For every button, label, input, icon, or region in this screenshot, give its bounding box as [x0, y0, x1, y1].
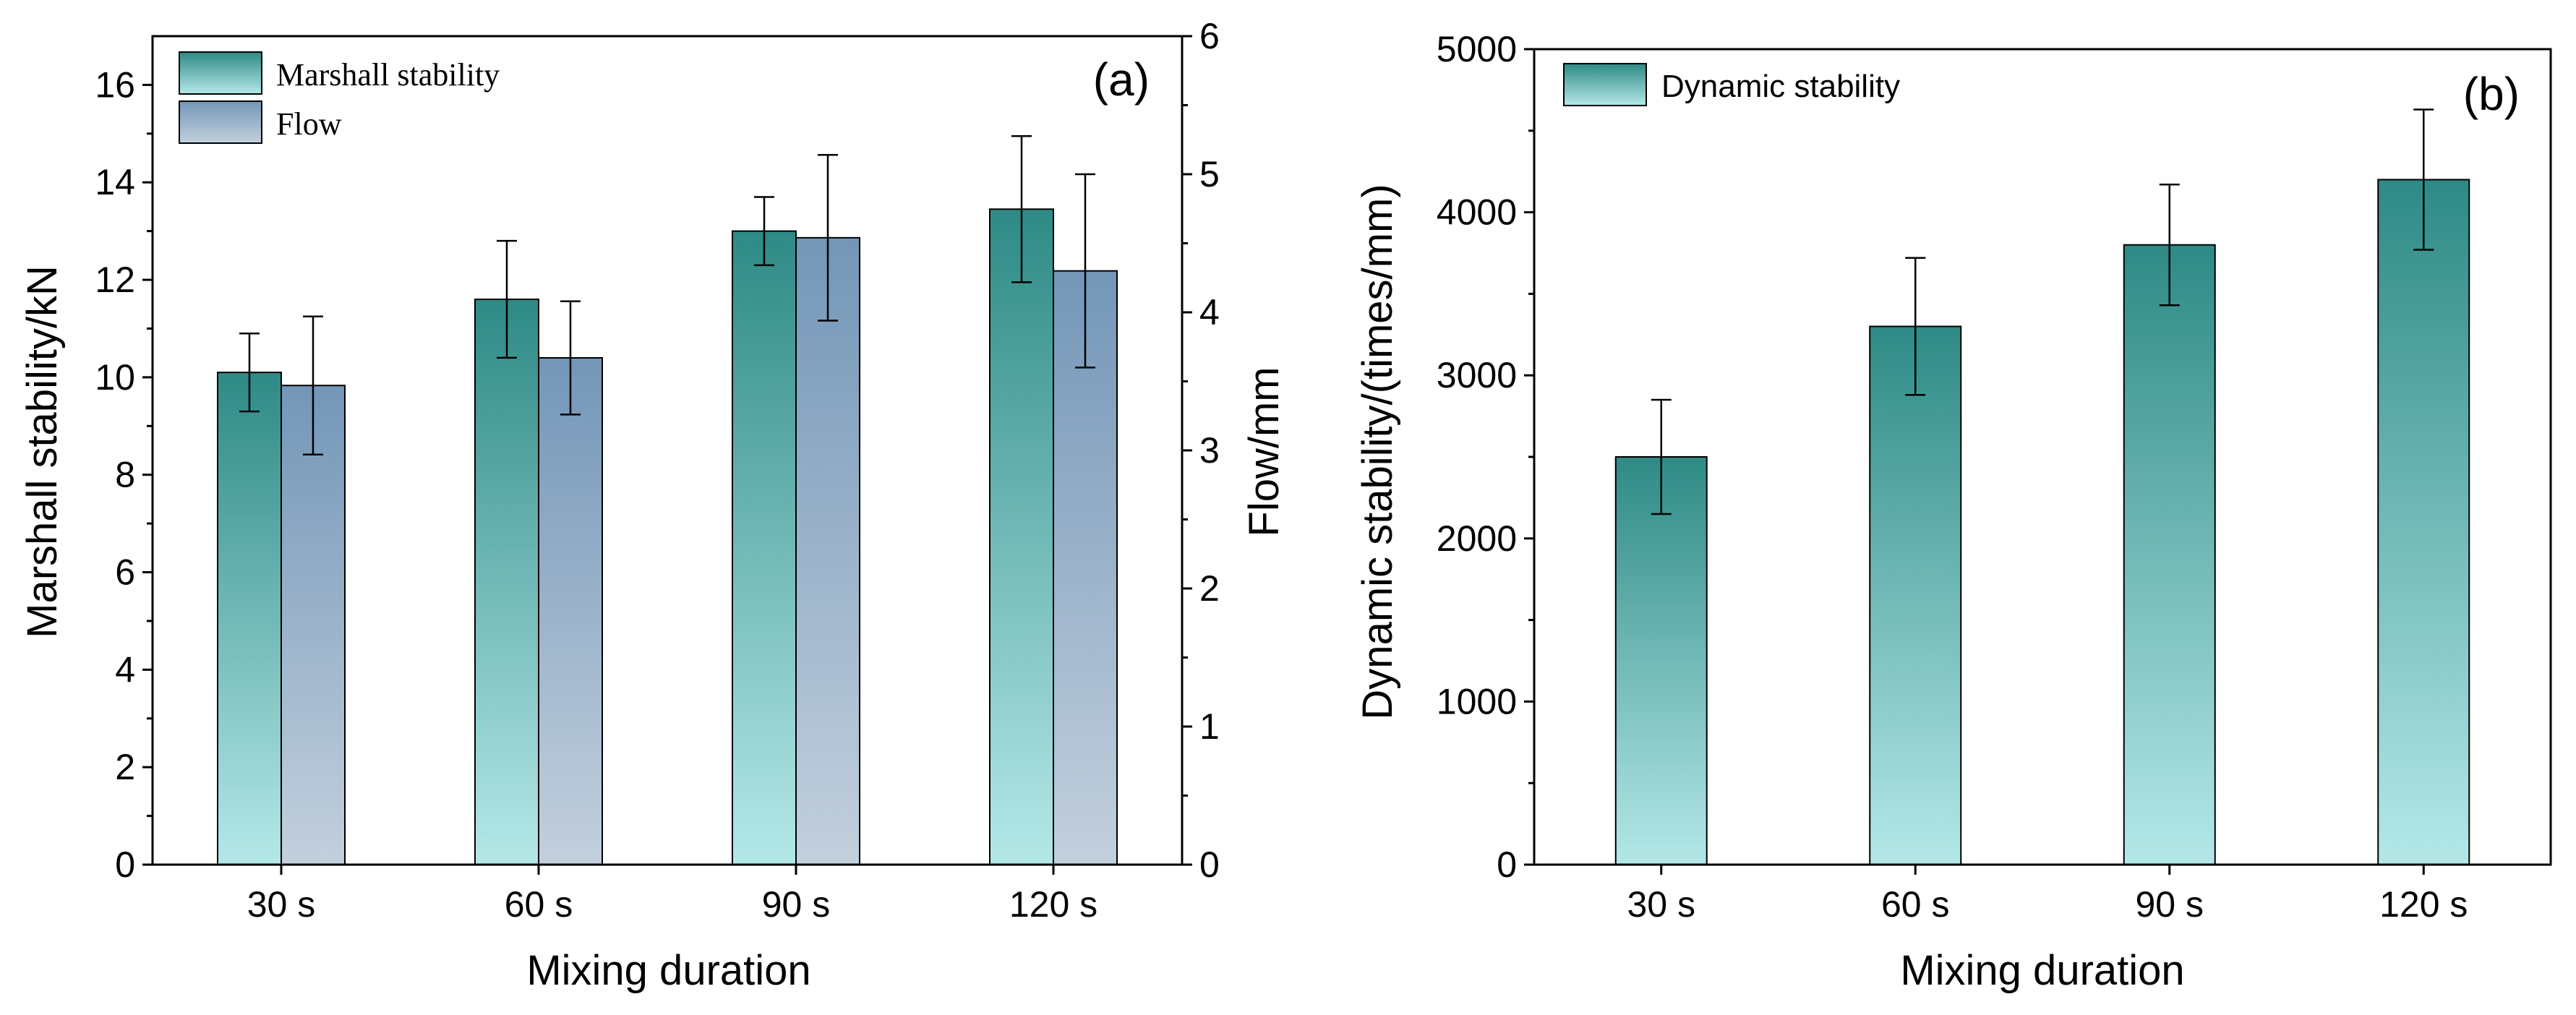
bar-marshall-stability	[474, 299, 539, 865]
bar-flow	[1053, 270, 1118, 865]
bar-marshall-stability	[989, 208, 1054, 865]
bar-marshall-stability	[217, 372, 282, 865]
panel-a-label: (a)	[1093, 53, 1150, 106]
bar-dynamic-stability	[1614, 456, 1708, 865]
bar-flow	[538, 357, 603, 865]
bar-dynamic-stability	[2123, 244, 2216, 866]
panel-b-bars	[1614, 108, 2470, 866]
legend-label-dynamic-stability: Dynamic stability	[1661, 69, 1900, 104]
panel-b-axes: 0 1000 2000 3000 4000 5000 30 s 60 s 90 s 120 s	[1437, 29, 2552, 925]
x-tick-label: 90 s	[762, 884, 831, 925]
y2-tick-label: 5	[1199, 154, 1220, 194]
bar-flow	[795, 236, 860, 865]
panel-a-x-axis-title: Mixing duration	[526, 947, 810, 994]
y-tick-label: 8	[115, 455, 135, 495]
y-tick-label: 16	[95, 64, 135, 105]
y2-tick-label: 3	[1199, 430, 1220, 471]
panel-b-x-axis-title: Mixing duration	[1900, 947, 2184, 994]
y2-tick-label: 6	[1199, 16, 1220, 56]
y2-tick-label: 1	[1199, 706, 1220, 747]
legend-swatch-flow	[179, 100, 262, 144]
panel-b-chart: 0 1000 2000 3000 4000 5000 30 s 60 s 90 s 120 s (…	[1354, 29, 2552, 994]
y-tick-label: 0	[115, 844, 135, 885]
y-tick-label: 12	[95, 260, 135, 300]
x-tick-label: 30 s	[1627, 884, 1695, 925]
y-tick-label: 1000	[1437, 681, 1517, 721]
panel-b-label: (b)	[2463, 68, 2520, 120]
legend-swatch-dynamic-stability	[1563, 63, 1647, 106]
panel-a-y2-axis-title: Flow/mm	[1241, 367, 1288, 536]
y-tick-label: 2	[115, 747, 135, 787]
y-tick-label: 10	[95, 357, 135, 398]
x-tick-label: 30 s	[247, 884, 316, 925]
panel-b-y-axis-title: Dynamic stability/(times/mm)	[1354, 184, 1401, 719]
y-tick-label: 0	[1497, 844, 1517, 885]
bar-marshall-stability	[732, 230, 797, 866]
y-tick-label: 2000	[1437, 518, 1517, 559]
legend-label-marshall-stability: Marshall stability	[276, 57, 500, 93]
y-tick-label: 5000	[1437, 29, 1517, 69]
panel-b-legend: Dynamic stability	[1563, 63, 1900, 106]
y-tick-label: 6	[115, 552, 135, 593]
bar-flow	[281, 385, 346, 865]
y-tick-label: 14	[95, 162, 135, 202]
panel-a-y-axis-title: Marshall stability/kN	[19, 265, 66, 638]
panel-a-legend: Marshall stability Flow	[179, 51, 500, 144]
legend-swatch-marshall-stability	[179, 51, 262, 95]
x-tick-label: 90 s	[2135, 884, 2204, 925]
y-tick-label: 3000	[1437, 355, 1517, 395]
panel-a-bars	[217, 134, 1118, 866]
bar-dynamic-stability	[2377, 179, 2470, 866]
y-tick-label: 4	[115, 649, 135, 690]
x-tick-label: 120 s	[1009, 884, 1097, 925]
x-tick-label: 60 s	[1881, 884, 1950, 925]
y2-tick-label: 0	[1199, 844, 1220, 885]
y-tick-label: 4000	[1437, 192, 1517, 233]
y2-tick-label: 2	[1199, 568, 1220, 609]
x-tick-label: 60 s	[505, 884, 573, 925]
y2-tick-label: 4	[1199, 292, 1220, 333]
bar-dynamic-stability	[1869, 325, 1962, 865]
x-tick-label: 120 s	[2379, 884, 2468, 925]
legend-label-flow: Flow	[276, 106, 342, 142]
